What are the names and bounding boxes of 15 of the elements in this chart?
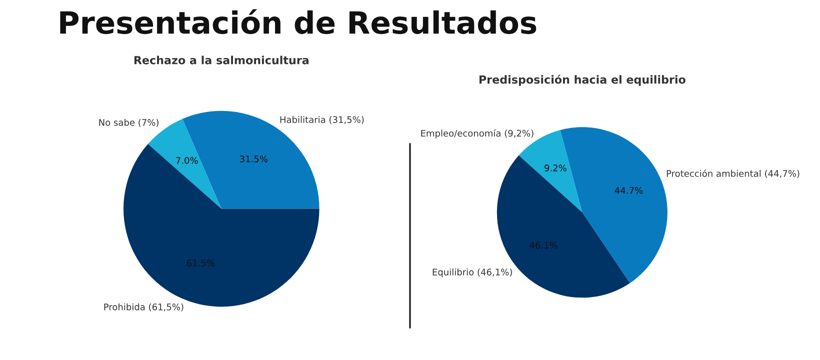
data-label: 44.7% xyxy=(614,187,643,194)
data-label: 31.5% xyxy=(240,155,268,162)
slice-label: Prohibida (61,5%) xyxy=(104,303,184,312)
slice-label: No sabe (7%) xyxy=(99,118,158,127)
data-label: 46.1% xyxy=(530,242,558,249)
slice-label: Equilibrio (46,1%) xyxy=(432,268,512,278)
slice-label: Habilitaria (31,5%) xyxy=(280,116,364,124)
data-label: 7.0% xyxy=(176,157,198,164)
chart-title: Rechazo a la salmonicultura xyxy=(134,56,308,64)
data-label: 61.5% xyxy=(186,260,214,266)
text: Presentación de Resultados xyxy=(60,9,536,34)
data-label: 9.2% xyxy=(544,164,566,172)
slice-label: Protección ambiental (44,7%) xyxy=(666,170,800,178)
chart-title: Predisposición hacia el equilibrio xyxy=(480,74,686,86)
slice-label: Empleo/economía (9,2%) xyxy=(421,129,534,138)
